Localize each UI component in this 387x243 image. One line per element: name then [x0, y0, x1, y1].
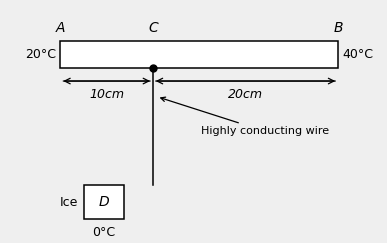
Bar	[84, 185, 124, 219]
Text: D: D	[99, 195, 109, 209]
Bar	[60, 42, 338, 68]
Text: A: A	[56, 21, 65, 35]
Text: 0°C: 0°C	[92, 226, 115, 239]
Text: B: B	[333, 21, 343, 35]
Text: 20°C: 20°C	[26, 48, 57, 61]
Text: C: C	[148, 21, 158, 35]
Text: Highly conducting wire: Highly conducting wire	[161, 97, 329, 136]
Text: 40°C: 40°C	[342, 48, 373, 61]
Text: 20cm: 20cm	[228, 88, 263, 101]
Text: 10cm: 10cm	[89, 88, 124, 101]
Text: Ice: Ice	[60, 196, 78, 209]
